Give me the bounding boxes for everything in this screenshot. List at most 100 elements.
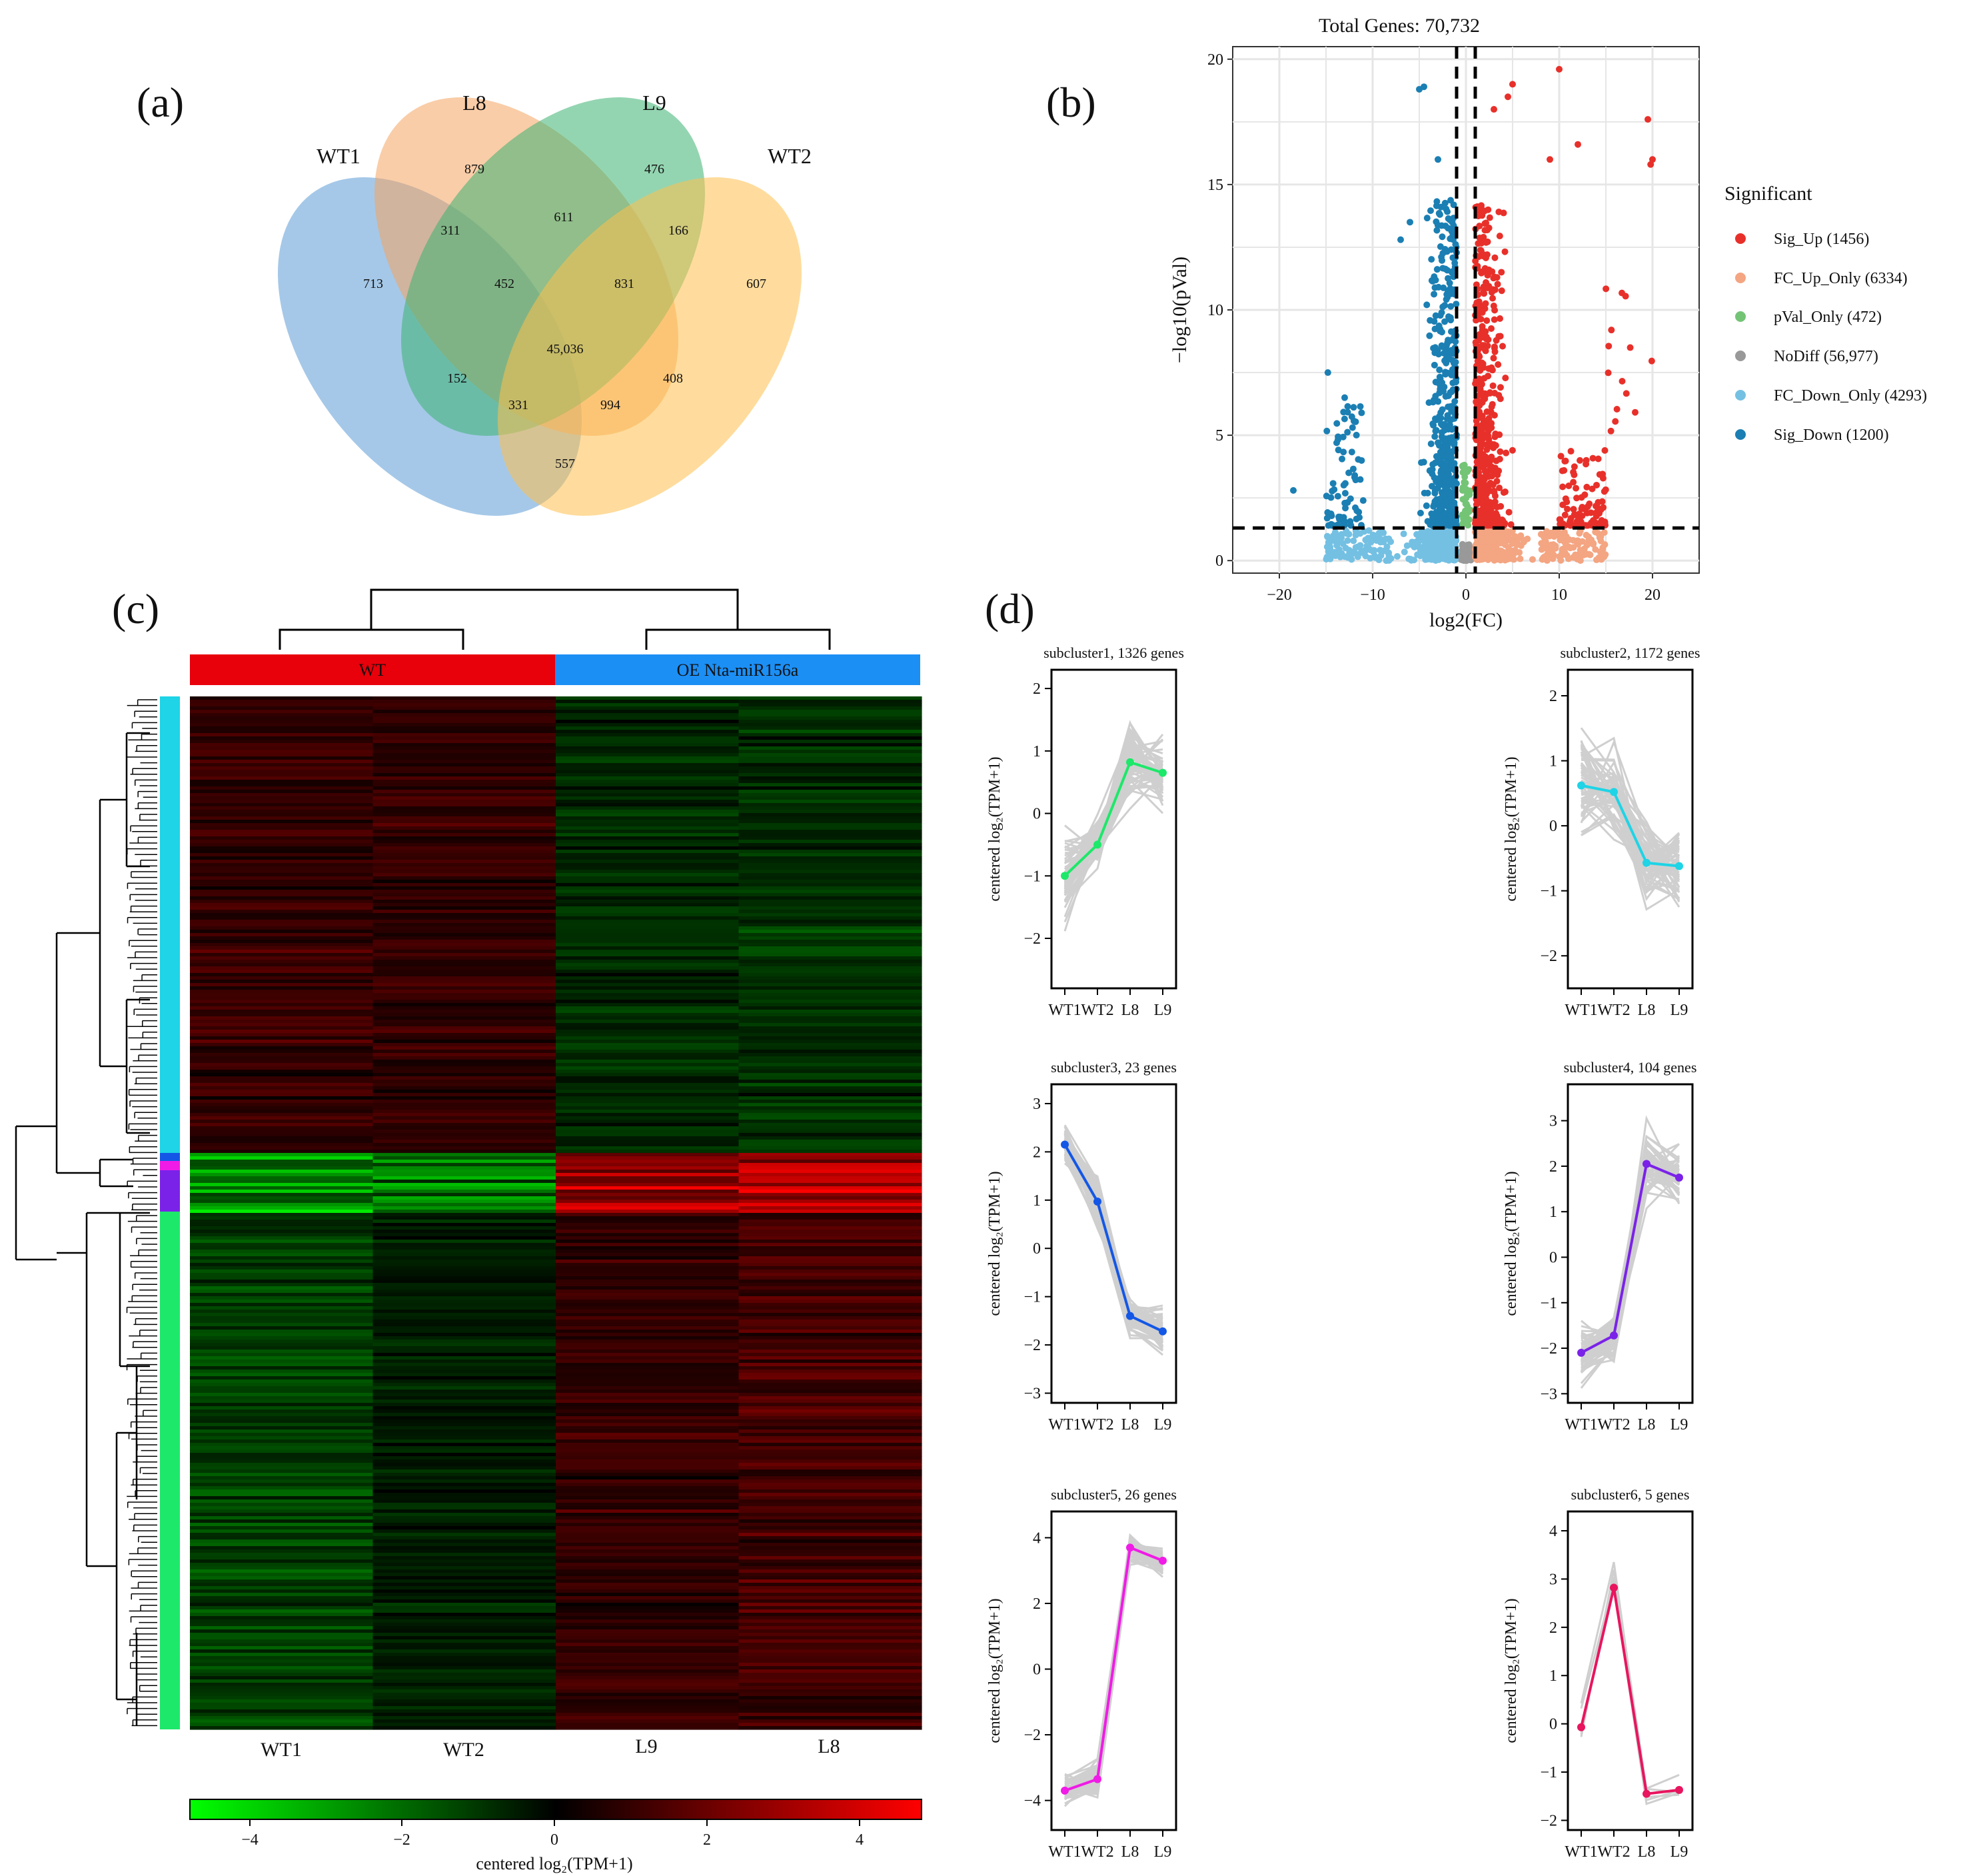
heatmap-cell [738,1686,922,1690]
volcano-legend: Significant Sig_Up (1456) FC_Up_Only (63… [1724,183,1927,444]
heatmap-cell [556,1153,740,1157]
heatmap-cell [190,1709,374,1713]
heatmap-cell [738,1559,922,1563]
volcano-point [1339,455,1346,463]
heatmap-cell [372,803,556,807]
heatmap-cell [372,1509,556,1513]
heatmap-cell [372,1126,556,1130]
heatmap-cell [738,1120,922,1124]
heatmap-cell [372,1566,556,1570]
volcano-point [1421,489,1428,496]
heatmap-cell [738,1619,922,1623]
y-tick-label: −2 [1540,948,1557,965]
venn-count: 152 [447,371,467,386]
heatmap-cell [190,946,374,950]
heatmap-cell [738,1300,922,1304]
heatmap-cell [190,726,374,730]
volcano-point [1444,369,1451,377]
heatmap-cell [190,1409,374,1413]
heatmap-cell [372,1173,556,1177]
volcano-point [1490,355,1497,362]
heatmap-cell [372,863,556,867]
heatmap-cell [738,1356,922,1360]
heatmap-cell [372,1206,556,1210]
heatmap-cell [556,876,740,880]
y-tick-label: 1 [1549,1204,1557,1221]
volcano-point [1491,106,1497,113]
y-tick-label: 2 [1033,1144,1041,1161]
heatmap-cell [190,1236,374,1240]
heatmap-cell [190,1203,374,1207]
heatmap-cell [738,813,922,817]
volcano-point [1342,504,1349,512]
volcano-point [1570,478,1577,486]
heatmap-cell [190,1066,374,1070]
heatmap-cell [556,746,740,750]
mean-point [1675,1785,1683,1794]
volcano-point [1498,269,1505,276]
heatmap-cell [738,1493,922,1497]
heatmap-cell [738,1456,922,1460]
volcano-point [1503,449,1510,457]
volcano-point [1352,476,1359,484]
heatmap-cell [190,1669,374,1673]
heatmap-cell [556,1489,740,1493]
heatmap-cell [556,1246,740,1250]
heatmap-cell [372,1026,556,1030]
volcano-point [1350,537,1357,544]
heatmap-cell [556,753,740,757]
heatmap-cell [372,1706,556,1710]
heatmap-cell [738,1190,922,1194]
heatmap-cell [372,1529,556,1533]
volcano-thresholds [1233,47,1699,573]
volcano-point [1517,555,1524,562]
volcano-point [1483,219,1490,227]
volcano-point [1440,284,1447,291]
heatmap-cell [372,1296,556,1300]
heatmap-cell [738,1066,922,1070]
volcano-point [1425,399,1433,407]
heatmap-cell [738,1473,922,1477]
heatmap-cell [372,1616,556,1620]
heatmap-cell [190,1439,374,1443]
volcano-point [1400,530,1407,538]
heatmap-cell [556,856,740,860]
heatmap-cell [190,1210,374,1214]
heatmap-cell [372,1013,556,1017]
volcano-point [1607,427,1615,435]
heatmap-cell [556,820,740,824]
volcano-point [1436,366,1443,373]
heatmap-cell [738,1043,922,1047]
heatmap-cell [372,1609,556,1613]
heatmap-cell [190,1000,374,1004]
heatmap-cell [556,1393,740,1397]
heatmap-cell [738,1110,922,1114]
heatmap-cell [738,746,922,750]
heatmap-cell [372,1606,556,1610]
heatmap-cell [372,1479,556,1483]
heatmap-cell [190,920,374,924]
volcano-point [1432,427,1439,435]
heatmap-cell [190,1386,374,1390]
volcano-point [1453,301,1460,308]
heatmap-cell [738,903,922,907]
heatmap-cell [372,1576,556,1580]
heatmap-cell [372,996,556,1000]
volcano-point [1475,253,1483,261]
x-tick-label: L9 [1670,1002,1688,1019]
heatmap-cell [738,883,922,887]
heatmap-cell [372,880,556,884]
cluster-bar-1 [160,696,180,1153]
y-tick-label: 4 [1549,1523,1557,1540]
volcano-point [1619,289,1626,297]
heatmap-cell [556,910,740,914]
volcano-point [1491,488,1498,496]
volcano-point [1324,509,1331,516]
heatmap-cell [738,1056,922,1060]
heatmap-cell [738,780,922,784]
heatmap-cell [372,810,556,814]
heatmap-cell [556,796,740,800]
heatmap-cell [190,1556,374,1560]
heatmap-cell [190,700,374,704]
